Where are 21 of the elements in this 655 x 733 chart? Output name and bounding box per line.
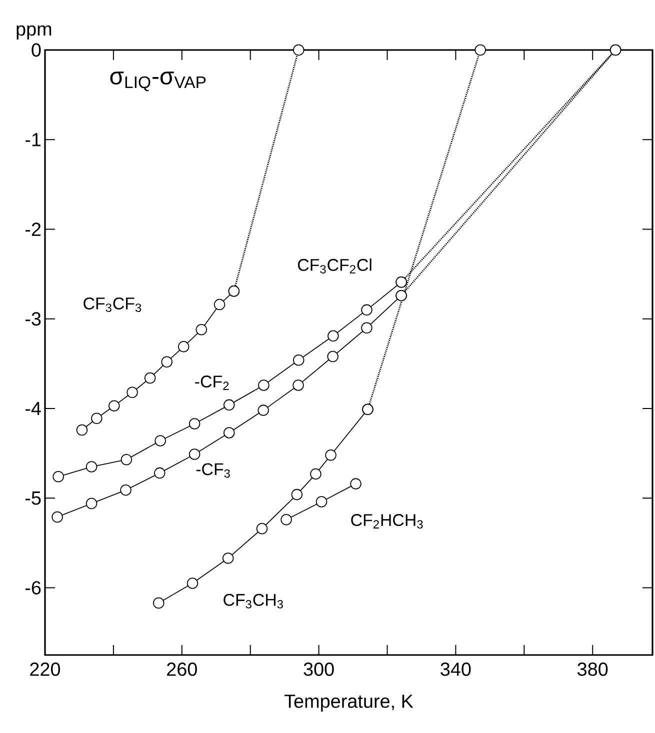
y-tick-label: 0 — [32, 43, 41, 57]
y-tick-label: -5 — [25, 492, 41, 505]
x-tick-label: 220 — [30, 662, 60, 676]
annotation: CF$_{2}$HCH$_{3}$ — [351, 514, 423, 529]
annotation: -CF$_{2}$ — [195, 376, 229, 390]
y-tick-label: -1 — [25, 133, 41, 146]
text: σ$_{LIQ}$-σ$_{VAP}$ — [110, 72, 206, 92]
y-tick-label: -6 — [25, 581, 41, 594]
y-axis-title: ppm — [16, 25, 52, 40]
x-tick-label: 380 — [578, 662, 608, 676]
annotation: CF$_{3}$CH$_{3}$ — [224, 594, 283, 608]
x-tick-label: 260 — [167, 662, 197, 676]
y-tick-label: -3 — [25, 312, 41, 326]
y-tick-label: -4 — [25, 402, 41, 416]
x-tick-label: 300 — [304, 662, 334, 676]
annotation: -CF$_{3}$ — [196, 463, 230, 478]
annotation: CF$_{3}$CF$_{2}$Cl — [298, 258, 372, 274]
y-tick-label: -2 — [25, 222, 41, 236]
annotation: CF$_{3}$CF$_{3}$ — [84, 297, 142, 312]
x-axis-title: Temperature, K — [284, 694, 414, 712]
x-tick-label: 340 — [440, 662, 471, 676]
